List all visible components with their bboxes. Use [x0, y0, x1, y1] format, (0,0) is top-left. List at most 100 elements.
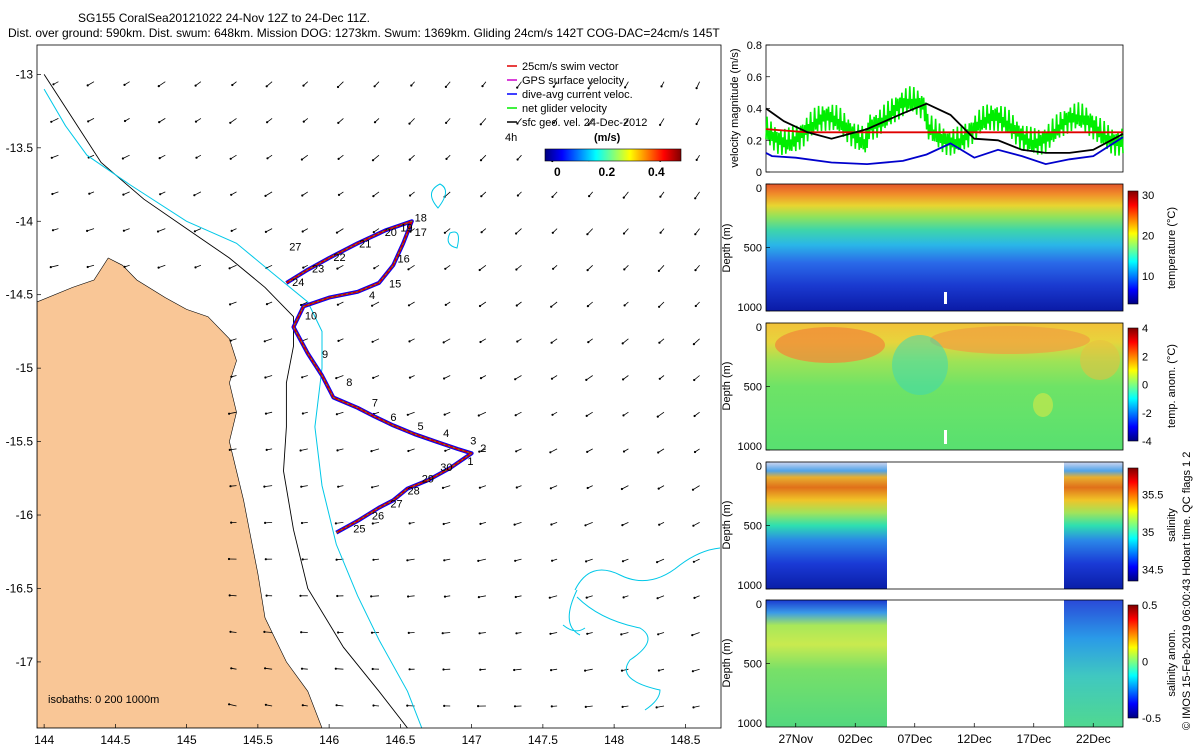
velocity-arrow-head: [372, 376, 375, 379]
glider-track: [285, 219, 474, 535]
map-x-tick-label: 145.5: [243, 733, 273, 747]
velocity-arrow-head: [264, 521, 267, 525]
velocity-arrow: [264, 338, 273, 342]
velocity-arrow: [264, 485, 273, 487]
salinity-colorbar: [1127, 467, 1139, 582]
velocity-arrow-head: [586, 632, 589, 635]
legend-label: sfc geo. vel. 24-Dec-2012: [522, 117, 647, 129]
velocity-arrow-head: [443, 704, 446, 708]
velocity-arrow: [336, 375, 344, 379]
velocity-arrow-head: [229, 303, 232, 306]
velocity-arrow-head: [335, 413, 338, 416]
velocity-arrow-head: [264, 412, 268, 415]
velocity-arrow: [692, 632, 700, 636]
velocity-arrow-head: [658, 377, 661, 380]
temperature-colorbar: [1127, 190, 1139, 305]
velocity-arrow-head: [588, 195, 591, 198]
velocity-arrow-head: [694, 233, 697, 236]
colorbar-tick-label: 30: [1142, 190, 1154, 202]
velocity-arrow-head: [194, 84, 197, 87]
velocity-arrow: [657, 411, 665, 417]
warm-anomaly: [1080, 340, 1120, 380]
velocity-arrow-head: [229, 630, 232, 633]
velocity-arrow-head: [157, 85, 160, 88]
velocity-arrow-head: [694, 269, 697, 272]
velocity-arrow: [157, 228, 166, 232]
salinity-anomaly-cbar-label: salinity anom.: [1166, 629, 1178, 696]
velocity-arrow-head: [551, 559, 554, 562]
velocity-arrow: [692, 668, 700, 672]
legend-label: 25cm/s swim vector: [522, 61, 619, 73]
velocity-arrow: [408, 264, 415, 270]
depth-tick-label: 0: [756, 599, 762, 611]
velocity-arrow-head: [86, 265, 89, 269]
velocity-arrow: [266, 81, 273, 87]
velocity-arrow-head: [229, 485, 232, 488]
velocity-arrow-head: [550, 705, 553, 708]
velocity-arrow-head: [123, 83, 126, 86]
velocity-arrow-head: [621, 705, 624, 709]
header-line-2: Dist. over ground: 590km. Dist. swum: 64…: [8, 26, 720, 40]
velocity-arrow-head: [230, 229, 233, 232]
velocity-arrow-head: [695, 87, 698, 90]
waypoint-label: 20: [385, 227, 397, 239]
imos-credit: © IMOS 15-Feb-2019 06:00:43 Hobart time.…: [1181, 452, 1193, 730]
velocity-arrow-head: [657, 633, 660, 636]
velocity-arrow-head: [584, 705, 587, 709]
velocity-arrow-head: [86, 84, 89, 87]
warm-anomaly: [930, 326, 1090, 354]
velocity-arrow-head: [335, 377, 338, 380]
date-tick-label: 02Dec: [838, 732, 873, 746]
waypoint-label: 30: [440, 462, 452, 474]
velocity-arrow-head: [477, 414, 480, 417]
velocity-arrow-head: [372, 704, 375, 707]
date-tick-label: 27Nov: [778, 732, 813, 746]
velocity-arrow-head: [656, 561, 659, 564]
legend-label: GPS surface velocity: [522, 75, 625, 87]
velocity-arrow-head: [51, 192, 54, 196]
velocity-arrow: [337, 264, 344, 269]
velocity-arrow: [373, 191, 380, 197]
velocity-arrow-head: [407, 268, 410, 271]
velocity-y-tick-label: 0.4: [747, 104, 762, 116]
velocity-arrow-head: [549, 632, 552, 635]
velocity-arrow-head: [658, 305, 661, 308]
colorbar-tick-label: 0: [554, 165, 561, 179]
velocity-arrow: [407, 558, 415, 561]
waypoint-label: 10: [305, 311, 317, 323]
velocity-arrow-head: [159, 193, 162, 196]
velocity-arrow: [480, 154, 487, 161]
velocity-arrow-head: [370, 595, 373, 598]
velocity-arrow-head: [479, 159, 483, 162]
velocity-arrow-head: [552, 267, 555, 270]
velocity-arrow-head: [587, 123, 590, 126]
velocity-arrow: [694, 191, 700, 199]
velocity-arrow-head: [656, 597, 659, 600]
waypoint-label: 24: [292, 277, 304, 289]
velocity-arrow-head: [695, 158, 698, 161]
waypoint-label: 19: [400, 223, 412, 235]
velocity-arrow-head: [623, 268, 626, 271]
velocity-arrow-head: [551, 195, 554, 198]
velocity-arrow: [657, 448, 665, 453]
velocity-arrow-head: [516, 158, 519, 161]
waypoint-label: 28: [408, 486, 420, 498]
velocity-arrow-head: [337, 485, 340, 488]
velocity-arrow: [621, 632, 629, 635]
velocity-arrow-head: [516, 194, 520, 197]
depth-tick-label: 0: [756, 461, 762, 473]
velocity-arrow-head: [301, 230, 304, 233]
velocity-arrow-head: [624, 122, 627, 125]
velocity-arrow-head: [372, 195, 375, 198]
velocity-arrow: [158, 81, 166, 87]
velocity-arrow-head: [370, 450, 373, 453]
waypoint-label: 29: [422, 474, 434, 486]
velocity-arrow-head: [478, 450, 481, 453]
velocity-arrow-head: [265, 303, 269, 306]
velocity-arrow-head: [335, 558, 338, 561]
velocity-arrow: [585, 705, 593, 708]
velocity-arrow: [585, 522, 593, 526]
velocity-arrow-head: [336, 449, 339, 452]
salinity-anomaly-panel: Depth (m) salinity anom. 0 500 1000 -0.5 0 0.…: [721, 599, 1178, 746]
